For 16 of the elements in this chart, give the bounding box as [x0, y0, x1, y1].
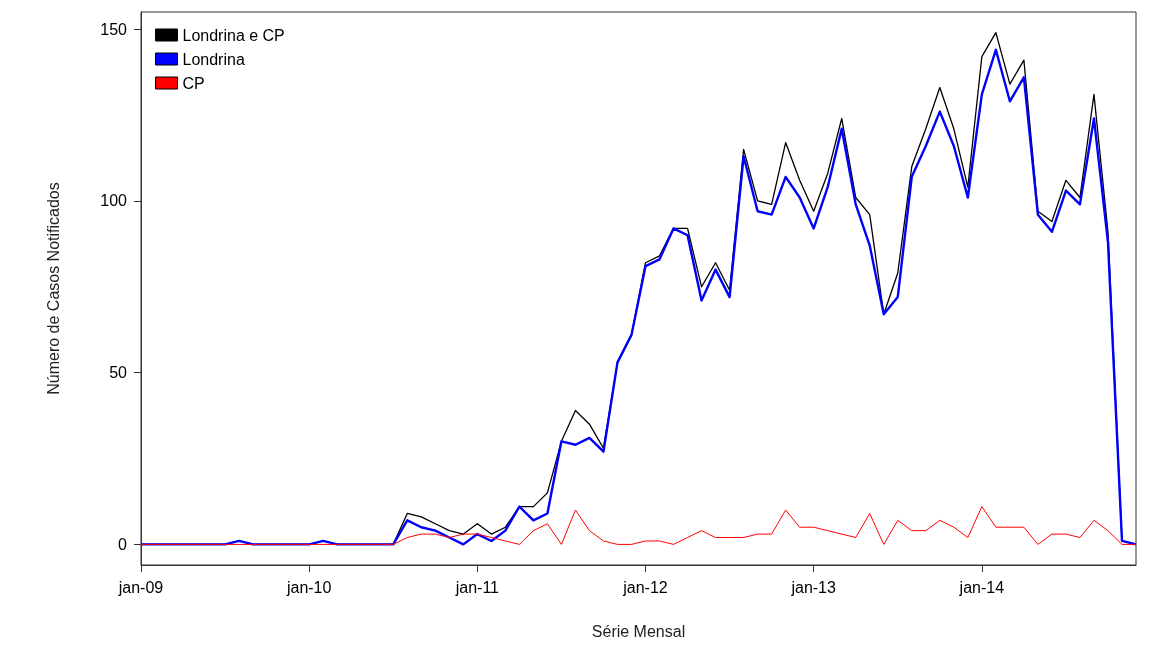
- x-tick-label: jan-14: [958, 578, 1005, 596]
- x-axis-title: Série Mensal: [591, 622, 686, 640]
- y-tick-label: 100: [100, 192, 128, 210]
- y-tick-label: 150: [100, 20, 128, 38]
- x-tick-label: jan-11: [454, 578, 500, 596]
- y-tick-label: 0: [118, 535, 128, 553]
- x-tick-label: jan-10: [285, 578, 332, 596]
- x-tick-label: jan-09: [117, 578, 164, 596]
- y-axis-title: Número de Casos Notificados: [44, 182, 62, 395]
- x-tick-label: jan-13: [790, 578, 837, 596]
- y-tick-label: 50: [109, 364, 128, 382]
- legend-label: Londrina e CP: [182, 26, 285, 44]
- x-tick-label: jan-12: [622, 578, 668, 596]
- legend-label: CP: [182, 74, 205, 92]
- legend-label: Londrina: [182, 50, 245, 68]
- line-series: [140, 506, 1137, 545]
